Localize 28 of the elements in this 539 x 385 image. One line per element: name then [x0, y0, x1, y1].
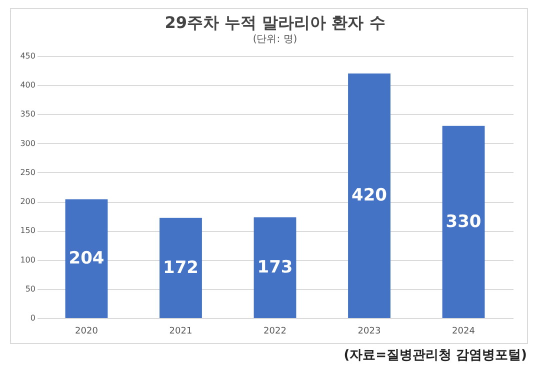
data-label: 330	[446, 212, 482, 232]
x-tick-label: 2024	[452, 326, 476, 336]
chart-title: 29주차 누적 말라리아 환자 수	[164, 13, 386, 32]
x-tick-label: 2022	[264, 326, 286, 336]
y-tick-label: 400	[20, 80, 36, 90]
y-tick-label: 250	[20, 168, 36, 177]
data-label: 172	[162, 258, 198, 278]
y-tick-label: 450	[20, 52, 36, 60]
y-tick-label: 200	[20, 197, 36, 206]
data-label: 204	[68, 248, 104, 269]
y-tick-label: 100	[20, 255, 36, 264]
y-tick-label: 50	[25, 284, 36, 294]
bar	[254, 217, 296, 318]
y-tick-label: 350	[20, 110, 36, 119]
text: (자료=질병관리청 감염병포털)	[344, 347, 527, 364]
y-tick-label: 150	[20, 226, 36, 236]
bar	[65, 199, 108, 318]
data-label: 420	[352, 186, 388, 206]
chart-subtitle: (단위: 명)	[252, 34, 298, 45]
x-tick-label: 2021	[169, 326, 192, 336]
data-label: 173	[257, 258, 293, 278]
x-tick-label: 2020	[75, 326, 98, 336]
y-tick-label: 300	[20, 138, 36, 148]
x-tick-label: 2023	[358, 326, 381, 336]
bar	[348, 73, 390, 318]
y-tick-label: 0	[30, 314, 36, 322]
bar	[160, 218, 202, 318]
bar	[442, 126, 485, 318]
